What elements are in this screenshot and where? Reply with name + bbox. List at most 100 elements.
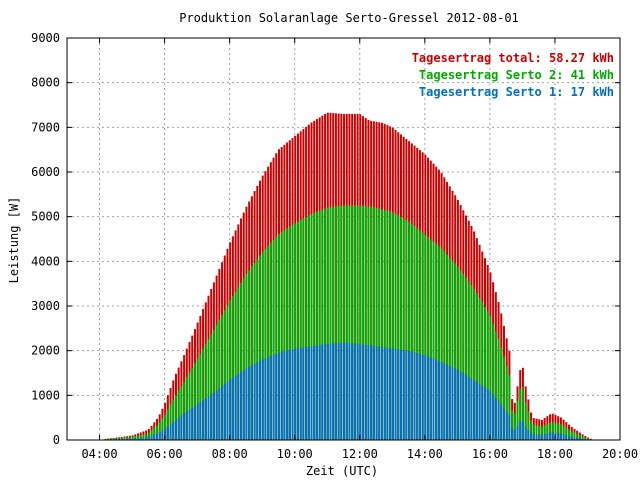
bar [224,384,226,440]
bar [527,430,529,440]
bar [481,386,483,440]
bar [348,343,350,440]
bar [552,433,554,440]
bar [221,386,223,440]
bar [408,351,410,440]
bar [373,346,375,440]
bar [522,421,524,440]
bar [395,349,397,440]
bar [462,373,464,440]
bar [178,418,180,440]
bar [205,398,207,440]
bar [335,343,337,440]
y-tick-label: 2000 [31,344,60,358]
y-tick-label: 4000 [31,254,60,268]
x-tick-label: 14:00 [407,447,443,461]
bar [378,347,380,440]
bar [470,378,472,440]
bar [283,351,285,440]
bar [243,370,245,440]
bar [536,434,538,440]
bar [151,436,153,440]
bar [419,354,421,440]
y-axis-label: Leistung [W] [7,197,21,284]
bar [525,427,527,440]
bar [175,420,177,440]
bar [422,355,424,440]
bar [489,391,491,440]
bar [210,395,212,440]
bar [202,400,204,440]
bar [208,396,210,440]
chart-title: Produktion Solaranlage Serto-Gressel 201… [179,11,519,25]
bar [533,434,535,440]
bar [262,359,264,440]
bar [329,344,331,440]
x-axis-label: Zeit (UTC) [306,464,378,478]
bar [286,351,288,440]
bar [191,408,193,440]
bar [186,411,188,440]
bar [254,364,256,440]
y-tick-label: 9000 [31,31,60,45]
bar [495,398,497,440]
bar [338,343,340,440]
y-tick-label: 7000 [31,120,60,134]
y-tick-label: 6000 [31,165,60,179]
bar [392,349,394,440]
bar [197,404,199,440]
bar [384,347,386,440]
bar [359,344,361,440]
bar [506,412,508,440]
bar [256,362,258,440]
bar [332,343,334,440]
legend-entry-serto-1: Tagesertrag Serto 1: 17 kWh [419,85,614,99]
bar [316,345,318,440]
bar [161,430,163,440]
bar [416,353,418,440]
bar [503,408,505,440]
bar [443,363,445,440]
bar [354,344,356,440]
y-tick-label: 0 [53,433,60,447]
bar [292,349,294,440]
bar [308,346,310,440]
bar [492,395,494,440]
bar [259,361,261,440]
bar [389,348,391,440]
legend-entry-serto-2: Tagesertrag Serto 2: 41 kWh [419,68,614,82]
bar [270,356,272,440]
bar [517,425,519,440]
bar [473,380,475,440]
bar [451,367,453,440]
legend: Tagesertrag total: 58.27 kWh Tagesertrag… [412,51,614,99]
bar [156,434,158,440]
bar [465,375,467,440]
bar [446,365,448,440]
bar [297,348,299,440]
bar [170,424,172,440]
bar [302,347,304,440]
bar [508,415,510,440]
bar [411,352,413,440]
bar [229,379,231,440]
bar [435,360,437,440]
bar [498,401,500,440]
bar [546,433,548,440]
bar [294,348,296,440]
bar [180,415,182,440]
bar [300,348,302,440]
bar [519,421,521,440]
x-tick-label: 16:00 [472,447,508,461]
bar [313,346,315,440]
bar [427,356,429,440]
x-tick-label: 10:00 [277,447,313,461]
bar [365,345,367,440]
bar [414,352,416,440]
bar [563,434,565,440]
bar [530,433,532,440]
bar [376,346,378,440]
bar [405,350,407,440]
bar [514,430,516,440]
